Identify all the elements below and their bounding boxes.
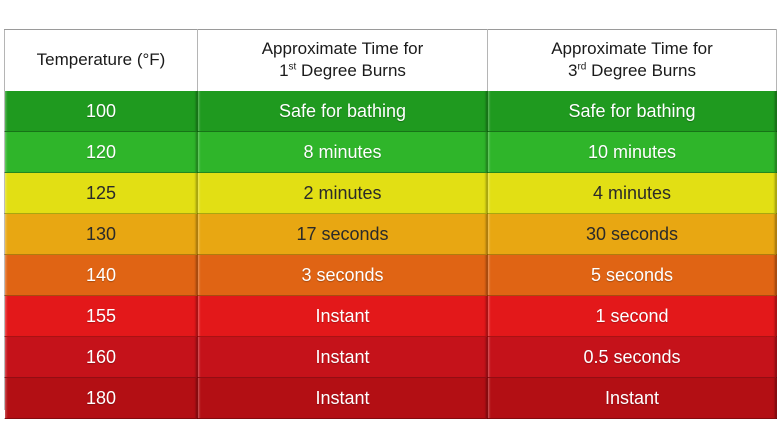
header-first-degree-num: 1 — [279, 61, 289, 80]
first-degree-cell: Instant — [197, 295, 488, 337]
table-row: 120 8 minutes 10 minutes — [4, 131, 777, 173]
header-temperature: Temperature (°F) — [4, 29, 198, 91]
header-first-degree-sup: st — [288, 61, 297, 73]
first-degree-cell: Safe for bathing — [197, 90, 488, 132]
third-degree-cell: 4 minutes — [487, 172, 777, 214]
temperature-cell: 120 — [4, 131, 198, 173]
header-third-degree-num: 3 — [568, 61, 578, 80]
third-degree-cell: Safe for bathing — [487, 90, 777, 132]
table-row: 140 3 seconds 5 seconds — [4, 254, 777, 296]
header-row: Temperature (°F) Approximate Time for 1s… — [4, 29, 777, 91]
third-degree-cell: 30 seconds — [487, 213, 777, 255]
burn-time-table: Temperature (°F) Approximate Time for 1s… — [4, 29, 777, 419]
first-degree-cell: 2 minutes — [197, 172, 488, 214]
temperature-cell: 180 — [4, 377, 198, 419]
header-third-degree-line1: Approximate Time for — [551, 39, 713, 58]
header-temperature-label: Temperature (°F) — [36, 50, 166, 69]
table-row: 125 2 minutes 4 minutes — [4, 172, 777, 214]
third-degree-cell: 1 second — [487, 295, 777, 337]
first-degree-cell: 8 minutes — [197, 131, 488, 173]
header-first-degree-line1: Approximate Time for — [261, 39, 424, 58]
header-first-degree-rest: Degree Burns — [296, 61, 406, 80]
third-degree-cell: 0.5 seconds — [487, 336, 777, 378]
table-row: 100 Safe for bathing Safe for bathing — [4, 90, 777, 132]
first-degree-cell: 3 seconds — [197, 254, 488, 296]
third-degree-cell: 5 seconds — [487, 254, 777, 296]
table-row: 180 Instant Instant — [4, 377, 777, 419]
header-third-degree-sup: rd — [577, 61, 587, 73]
third-degree-cell: 10 minutes — [487, 131, 777, 173]
first-degree-cell: Instant — [197, 377, 488, 419]
temperature-cell: 125 — [4, 172, 198, 214]
temperature-cell: 160 — [4, 336, 198, 378]
header-third-degree: Approximate Time for 3rd Degree Burns — [487, 29, 777, 91]
temperature-cell: 155 — [4, 295, 198, 337]
third-degree-cell: Instant — [487, 377, 777, 419]
first-degree-cell: 17 seconds — [197, 213, 488, 255]
header-first-degree: Approximate Time for 1st Degree Burns — [197, 29, 488, 91]
header-third-degree-rest: Degree Burns — [586, 61, 696, 80]
temperature-cell: 100 — [4, 90, 198, 132]
first-degree-cell: Instant — [197, 336, 488, 378]
table-row: 160 Instant 0.5 seconds — [4, 336, 777, 378]
table-row: 130 17 seconds 30 seconds — [4, 213, 777, 255]
temperature-cell: 140 — [4, 254, 198, 296]
table-row: 155 Instant 1 second — [4, 295, 777, 337]
temperature-cell: 130 — [4, 213, 198, 255]
